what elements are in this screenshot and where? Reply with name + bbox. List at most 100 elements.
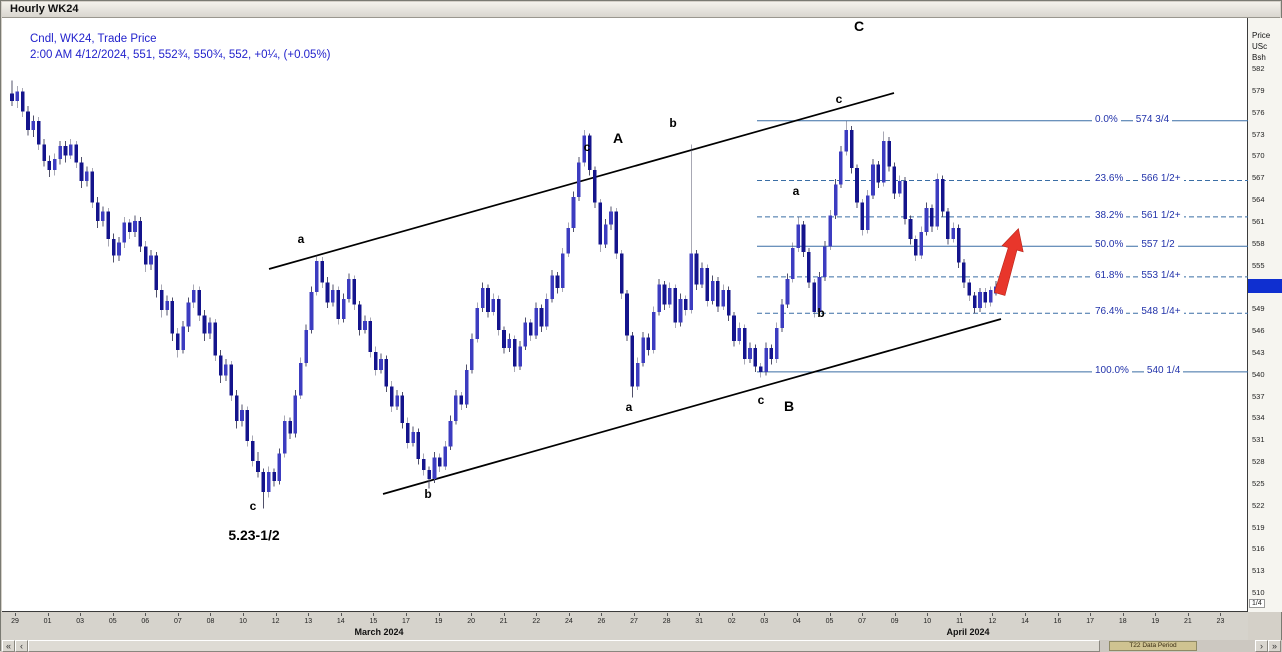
candle-body xyxy=(855,168,859,203)
candle-body xyxy=(619,253,624,294)
price-tick-label: 534 xyxy=(1252,413,1265,423)
candle-body xyxy=(716,280,720,307)
date-tick-label: 28 xyxy=(662,618,671,625)
candle-body xyxy=(47,160,52,170)
candle-body xyxy=(90,171,95,203)
date-tick-mark xyxy=(796,613,798,616)
candle-body xyxy=(726,289,731,316)
horizontal-scrollbar[interactable]: « ‹ T22 Data Period › » xyxy=(1,640,1282,652)
candle-body xyxy=(63,146,68,156)
price-axis-header-price: Price xyxy=(1252,31,1271,40)
date-tick-label: 27 xyxy=(630,618,638,625)
candle-body xyxy=(31,120,36,130)
candle-body xyxy=(507,339,512,349)
candle-body xyxy=(256,461,260,472)
candle-body xyxy=(282,420,287,454)
date-tick-mark xyxy=(373,613,375,616)
candle-body xyxy=(689,253,693,310)
date-tick-label: 19 xyxy=(1151,618,1160,625)
candle-body xyxy=(988,289,993,303)
scroll-right-fast-button[interactable]: » xyxy=(1268,640,1281,652)
date-tick-mark xyxy=(1155,613,1157,616)
scroll-right-button[interactable]: › xyxy=(1255,640,1268,652)
candle-body xyxy=(908,219,913,240)
candle-body xyxy=(143,246,148,265)
candle-body xyxy=(197,289,201,316)
date-tick-mark xyxy=(862,613,864,616)
time-axis[interactable]: 29 01 03 05 06 07 08 10 12 13 14 15 17 19 20 21 22 24 26 27… xyxy=(2,613,1248,640)
candle-body xyxy=(657,284,661,312)
candle-body xyxy=(641,337,645,363)
candle-body xyxy=(603,224,608,245)
candle-body xyxy=(609,211,613,225)
data-period-button[interactable]: T22 Data Period xyxy=(1109,641,1197,651)
price-tick-label: 561 xyxy=(1252,216,1265,226)
candle-body xyxy=(443,446,447,467)
candle-body xyxy=(85,171,89,181)
date-tick-mark xyxy=(1122,613,1124,616)
date-tick-mark xyxy=(243,613,245,616)
date-tick-mark xyxy=(340,613,342,616)
date-tick-mark xyxy=(1057,613,1059,616)
candle-body xyxy=(625,293,629,336)
date-tick-label: 08 xyxy=(206,618,215,625)
scrollbar-thumb[interactable] xyxy=(28,640,1100,652)
window-titlebar[interactable]: Hourly WK24 xyxy=(2,2,1280,18)
candle-body xyxy=(566,228,570,254)
candle-body xyxy=(117,242,121,256)
candle-body xyxy=(74,144,78,163)
date-tick-label: 02 xyxy=(727,618,736,625)
candle-body xyxy=(304,330,308,363)
candle-body xyxy=(240,410,244,421)
candle-body xyxy=(165,300,169,310)
date-tick-mark xyxy=(634,613,636,616)
date-tick-label: 15 xyxy=(369,618,378,625)
scroll-left-fast-button[interactable]: « xyxy=(2,640,15,652)
candle-body xyxy=(368,320,373,352)
price-tick-label: 537 xyxy=(1252,391,1265,401)
candle-body xyxy=(828,215,833,247)
candle-body xyxy=(587,135,592,170)
window-title: Hourly WK24 xyxy=(10,3,79,15)
candle-body xyxy=(384,359,389,387)
candle-body xyxy=(106,211,111,240)
date-tick-label: 05 xyxy=(108,618,117,625)
candle-body xyxy=(897,180,902,194)
candle-body xyxy=(518,346,522,367)
candle-body xyxy=(582,135,587,163)
candle-body xyxy=(20,91,25,112)
candle-body xyxy=(705,268,710,301)
candle-body xyxy=(400,395,405,423)
candle-body xyxy=(213,322,218,356)
candle-body xyxy=(502,330,506,349)
candle-body xyxy=(315,260,319,292)
candle-body xyxy=(186,302,191,327)
price-axis[interactable]: Price USc Bsh 582 579 576 573 570 567 564 561 55… xyxy=(1248,18,1282,612)
price-tick-label: 579 xyxy=(1252,85,1265,95)
candle-body xyxy=(133,220,137,232)
candle-body xyxy=(962,262,966,283)
candle-body xyxy=(871,164,875,196)
date-tick-label: 17 xyxy=(1086,618,1095,625)
last-price-marker xyxy=(1248,279,1282,294)
candle-body xyxy=(732,315,736,341)
candle-body xyxy=(266,471,271,492)
candle-body xyxy=(700,268,704,285)
chart-plot-area[interactable]: Cndl, WK24, Trade Price 2:00 AM 4/12/202… xyxy=(2,18,1248,612)
candle-body xyxy=(341,299,346,320)
candle-body xyxy=(774,328,779,360)
candle-body xyxy=(10,93,14,101)
candle-body xyxy=(673,288,677,323)
candle-body xyxy=(614,211,619,254)
date-tick-label: 12 xyxy=(988,618,997,625)
chart-legend: Cndl, WK24, Trade Price 2:00 AM 4/12/202… xyxy=(30,31,331,63)
candle-body xyxy=(892,166,897,194)
candle-body xyxy=(379,359,383,371)
date-tick-mark xyxy=(112,613,114,616)
candle-body xyxy=(694,253,699,285)
date-tick-mark xyxy=(1187,613,1189,616)
date-tick-label: 18 xyxy=(1118,618,1127,625)
candle-body xyxy=(860,202,865,230)
scroll-left-button[interactable]: ‹ xyxy=(15,640,28,652)
